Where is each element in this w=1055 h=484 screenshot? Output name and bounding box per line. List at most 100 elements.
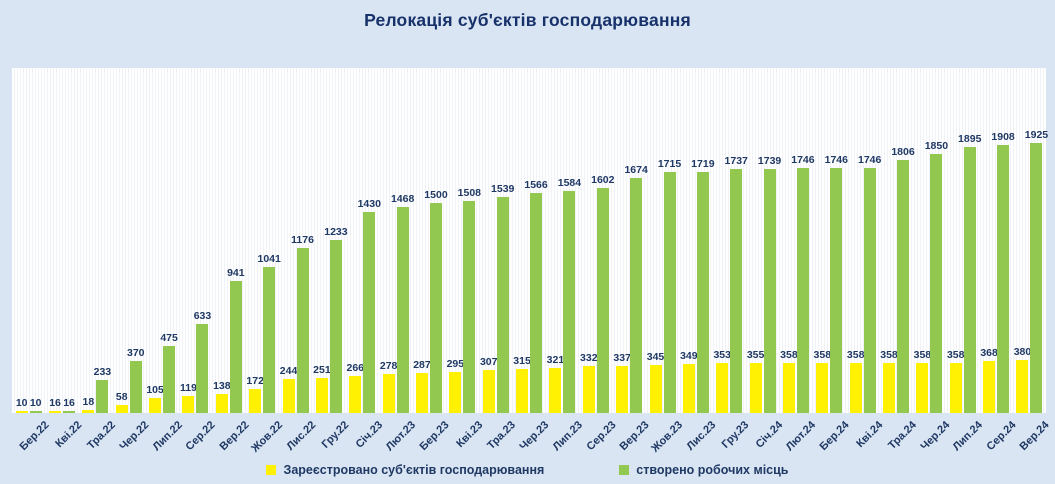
bar-group: 295 1508 [446,68,481,413]
bar-value-label: 345 [646,351,665,363]
bar-value-label: 1925 [1024,129,1049,141]
yellow-bar [382,374,395,413]
bar-group: 172 1041 [246,68,281,413]
bar-group: 380 1925 [1013,68,1048,413]
bar-wrap: 1508 [458,187,481,413]
yellow-bar [215,394,228,413]
bar-value-label: 358 [846,349,865,361]
bar-group: 58 370 [112,68,145,413]
x-axis-cell: Січ.24 [746,413,785,459]
bar-wrap: 1566 [524,179,548,413]
bar-value-label: 1908 [991,131,1015,143]
bar-group: 287 1500 [412,68,448,413]
bar-group: 321 1584 [546,68,581,413]
x-axis-cell: Кві.22 [45,413,85,459]
yellow-bar [582,366,595,413]
chart-title: Релокація суб'єктів господарювання [364,10,691,30]
green-bar [163,346,176,413]
bar-value-label: 353 [713,349,731,361]
yellow-bar [415,373,428,413]
x-axis-cell: Гру.22 [312,413,352,459]
bar-wrap: 941 [227,267,245,413]
bar-value-label: 1737 [724,155,748,167]
bar-wrap: 349 [680,350,698,413]
bar-value-label: 278 [379,360,398,372]
bar-value-label: 251 [313,364,331,376]
yellow-bar [449,372,462,413]
bar-wrap: 1746 [791,154,815,413]
green-bar [930,154,943,413]
bar-group: 138 941 [212,68,245,413]
bar-value-label: 1602 [591,174,615,186]
bar-wrap: 633 [194,310,211,413]
x-axis: Бер.22 Кві.22 Тра.22 Чер.22 Лип.22 Сер.22 Вер.… [12,413,1052,459]
green-bar [496,197,509,413]
x-axis-cell: Вер.24 [1013,413,1052,459]
bar-wrap: 1806 [891,146,915,413]
bar-value-label: 1508 [457,187,482,199]
yellow-bar [249,389,262,413]
bar-value-label: 287 [413,359,431,371]
bar-value-label: 941 [227,267,245,279]
bar-group: 358 1850 [913,68,948,413]
bar-wrap: 138 [213,380,231,413]
plot-area: 10 10 16 16 18 233 58 370 105 475 119 633 138 941 172 1… [12,68,1048,413]
yellow-bar [1016,360,1029,413]
yellow-bar [549,368,562,413]
bar-wrap: 368 [980,347,998,413]
x-axis-cell: Тра.23 [479,413,518,459]
bar-wrap: 355 [747,349,764,413]
green-bar [63,411,76,413]
bar-value-label: 358 [780,349,798,361]
bar-group: 332 1602 [579,68,615,413]
yellow-bar [649,365,662,413]
bar-group: 244 1176 [279,68,314,413]
legend-green-swatch-icon [619,465,630,475]
x-axis-cell: Гру.23 [713,413,752,459]
bar-value-label: 358 [946,349,965,361]
x-axis-cell: Сер.23 [579,413,618,459]
bar-group: 266 1430 [346,68,381,413]
bar-wrap: 307 [480,356,497,413]
green-bar [997,145,1010,413]
bar-value-label: 370 [126,347,145,359]
bar-group: 105 475 [145,68,178,413]
yellow-bar [816,363,829,413]
bar-wrap: 1715 [658,158,681,413]
x-axis-cell: Бер.22 [12,413,51,459]
x-axis-cell: Лип.24 [946,413,985,459]
bar-wrap: 172 [246,375,264,413]
bar-wrap: 1468 [391,193,414,413]
legend-label-jobs: створено робочих місць [636,463,789,477]
bar-value-label: 321 [546,354,565,366]
green-bar [296,248,309,413]
bar-value-label: 349 [680,350,698,362]
x-axis-cell: Тра.24 [879,413,919,459]
x-axis-cell: Бер.23 [412,413,452,459]
yellow-bar [49,411,62,413]
bar-wrap: 1925 [1025,129,1048,413]
bar-wrap: 244 [280,365,297,413]
bar-group: 337 1674 [612,68,648,413]
bar-wrap: 1500 [424,189,448,413]
bar-value-label: 1176 [291,234,314,246]
bar-value-label: 16 [49,397,61,409]
x-axis-cell: Чер.23 [512,413,552,459]
green-bar [796,168,809,413]
yellow-bar [782,363,795,413]
bar-wrap: 287 [413,359,431,413]
legend-label-registered: Зареєстровано суб'єктів господарювання [283,463,545,477]
green-bar [530,193,543,413]
bar-value-label: 332 [580,352,598,364]
bar-value-label: 358 [880,349,898,361]
bar-wrap: 105 [146,384,164,413]
green-bar [897,160,910,413]
x-axis-cell: Чер.22 [112,413,151,459]
bar-group: 345 1715 [646,68,681,413]
bar-group: 119 633 [179,68,212,413]
bar-value-label: 1746 [791,154,815,166]
bar-value-label: 315 [513,355,531,367]
bar-wrap: 337 [613,352,631,413]
bar-wrap: 353 [713,349,731,413]
green-bar [196,324,209,413]
